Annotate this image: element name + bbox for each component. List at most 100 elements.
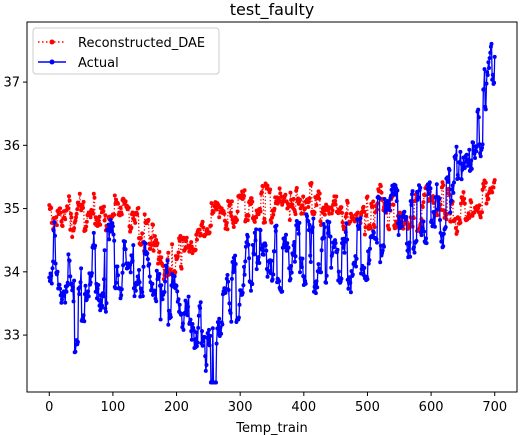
data-point [223, 290, 228, 295]
data-point [408, 254, 413, 259]
data-point [159, 255, 164, 260]
data-point [300, 203, 305, 208]
data-point [120, 270, 125, 275]
data-point [101, 209, 106, 214]
data-point [294, 186, 299, 190]
data-point [129, 253, 134, 258]
data-point [195, 340, 200, 345]
data-point [235, 209, 240, 214]
data-point [269, 220, 274, 225]
data-point [58, 206, 63, 211]
data-point [295, 227, 300, 231]
data-point [344, 221, 349, 226]
data-point [424, 241, 429, 246]
data-point [314, 203, 319, 208]
data-point [340, 210, 344, 215]
data-point [455, 173, 460, 177]
data-point [245, 234, 250, 239]
data-point [179, 266, 184, 271]
data-point [228, 311, 233, 315]
data-point [487, 56, 492, 61]
data-point [232, 269, 237, 274]
data-point [481, 185, 486, 190]
data-point [217, 215, 222, 220]
data-point [289, 264, 294, 268]
data-point [186, 294, 191, 299]
data-point [172, 274, 177, 279]
data-point [162, 290, 167, 294]
data-point [297, 220, 302, 225]
data-point [311, 216, 316, 221]
data-point [77, 292, 82, 297]
data-point [411, 245, 416, 250]
data-point [70, 235, 75, 239]
data-point [146, 217, 151, 222]
x-tick-label: 100 [100, 400, 125, 415]
data-point [166, 322, 171, 327]
data-point [441, 183, 446, 188]
data-point [190, 322, 195, 326]
data-point [210, 326, 215, 331]
data-point [194, 344, 199, 349]
data-point [83, 283, 88, 288]
data-point [473, 156, 477, 160]
data-point [481, 87, 486, 92]
axes-frame [26, 21, 518, 393]
data-point [229, 319, 234, 324]
data-point [128, 262, 133, 267]
data-point [293, 212, 298, 217]
x-tick-label: 200 [164, 400, 189, 415]
legend-marker-reconstructed-dae [49, 39, 55, 45]
data-point [65, 280, 70, 285]
data-point [450, 187, 455, 192]
data-point [261, 252, 266, 257]
data-point [194, 237, 199, 242]
data-point [207, 343, 212, 348]
data-point [208, 333, 213, 338]
data-point [439, 239, 444, 244]
data-point [453, 226, 458, 230]
data-point [451, 190, 456, 195]
data-point [133, 288, 138, 293]
data-point [289, 270, 294, 275]
data-point [265, 274, 270, 279]
data-point [103, 309, 108, 314]
data-point [166, 250, 171, 255]
data-point [441, 244, 446, 249]
data-point [339, 205, 344, 210]
data-point [123, 239, 127, 244]
data-point [371, 230, 376, 235]
data-point [190, 251, 195, 256]
data-point [284, 248, 289, 253]
data-point [175, 289, 180, 294]
data-point [366, 261, 371, 266]
plot-area [47, 41, 497, 385]
data-point [152, 234, 157, 239]
data-point [73, 349, 78, 354]
data-point [372, 225, 377, 230]
data-point [123, 247, 128, 252]
data-point [328, 234, 333, 239]
data-point [484, 201, 489, 206]
data-point [250, 199, 255, 204]
data-point [102, 204, 106, 209]
data-point [467, 147, 472, 152]
data-point [361, 204, 366, 209]
data-point [322, 225, 327, 230]
data-point [346, 286, 351, 291]
data-point [71, 299, 76, 304]
data-point [229, 214, 234, 219]
data-point [270, 277, 275, 282]
data-point [395, 188, 400, 193]
data-point [233, 253, 238, 258]
data-point [89, 271, 94, 276]
data-point [173, 270, 178, 275]
data-point [67, 258, 72, 263]
data-point [201, 225, 206, 230]
data-point [357, 226, 362, 231]
data-point [258, 209, 263, 214]
data-point [119, 293, 124, 298]
data-point [128, 270, 133, 275]
data-point [249, 196, 254, 201]
data-point [377, 196, 382, 201]
